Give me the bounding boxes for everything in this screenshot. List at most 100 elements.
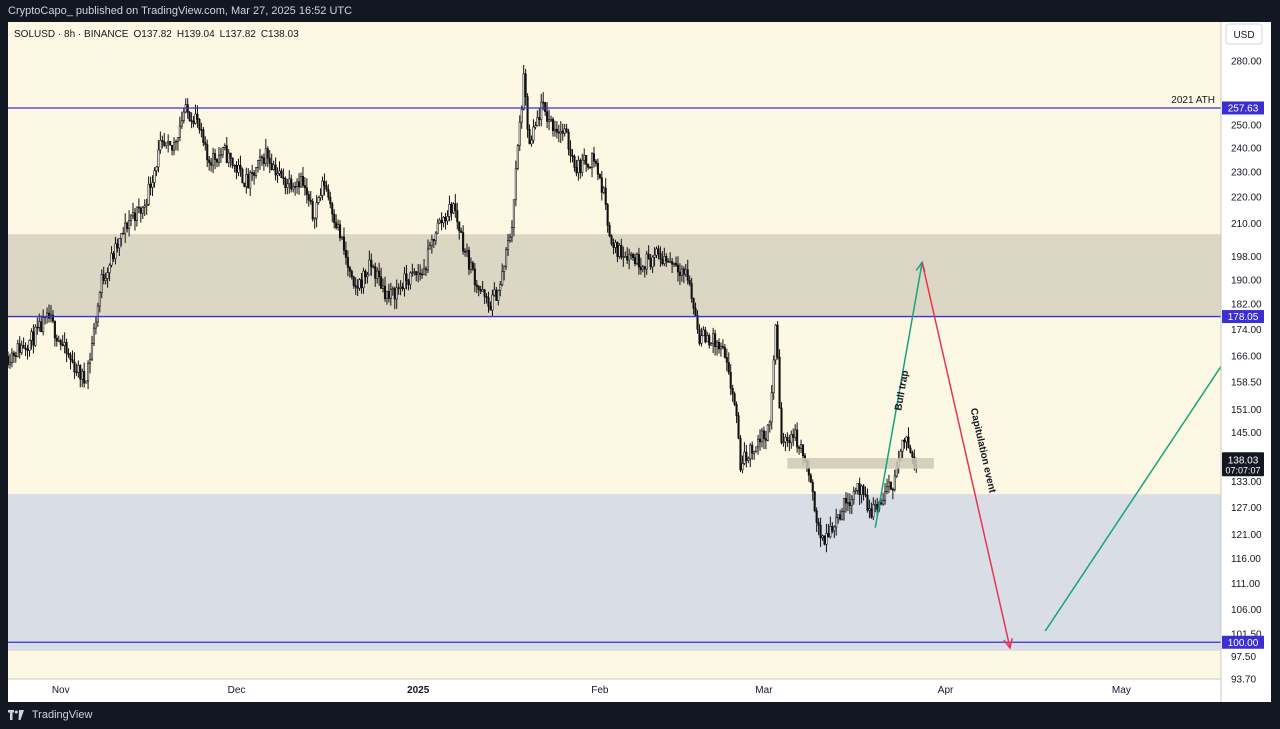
candle (426, 248, 430, 271)
candle (329, 196, 332, 205)
candle (555, 128, 558, 133)
candle (465, 249, 469, 253)
candle (231, 157, 234, 166)
candle (260, 156, 263, 159)
candle (297, 181, 301, 188)
candle (83, 370, 86, 384)
candle (172, 141, 176, 151)
candle (143, 205, 146, 208)
candle (600, 177, 603, 193)
candle (715, 341, 719, 348)
candle (356, 286, 359, 289)
candle (602, 187, 605, 193)
candle (729, 372, 732, 389)
candle (682, 268, 685, 275)
candle (303, 185, 306, 189)
candle (430, 239, 433, 246)
y-tick-label: 93.70 (1231, 675, 1256, 686)
candle (592, 153, 596, 162)
candle (469, 262, 472, 270)
candle (165, 142, 168, 146)
candle (108, 264, 111, 273)
chart-area[interactable]: 2021 ATH Bull trap Capitulation event SOLUS… (6, 22, 1271, 702)
candle (583, 154, 586, 161)
candle (219, 154, 222, 157)
candle (561, 130, 564, 134)
candle (723, 347, 726, 358)
candle (571, 155, 574, 157)
candle (674, 262, 678, 266)
candle (327, 189, 330, 198)
candle (856, 483, 859, 491)
candle (10, 352, 13, 363)
candle (59, 340, 62, 345)
y-tick-label: 166.00 (1231, 352, 1262, 363)
candle (620, 245, 623, 258)
candle (563, 128, 566, 134)
candle (624, 256, 627, 258)
candle (53, 320, 56, 339)
candle (276, 173, 279, 176)
candle (278, 170, 281, 174)
candle (190, 120, 193, 122)
candle (839, 514, 842, 520)
candle (92, 327, 95, 344)
candle (708, 335, 711, 346)
candle (395, 287, 398, 300)
candle (436, 222, 439, 234)
candle (272, 164, 275, 170)
candle (94, 321, 97, 329)
candle (354, 285, 357, 288)
candle (659, 253, 662, 260)
candle (833, 526, 836, 532)
candle (217, 154, 221, 163)
candle (42, 317, 45, 333)
candle (139, 207, 142, 214)
candle (106, 272, 109, 279)
candle (526, 96, 529, 130)
candle (514, 168, 517, 201)
candle (692, 298, 695, 309)
candle (862, 485, 865, 495)
candle (815, 510, 818, 523)
candle (239, 164, 242, 170)
candle (616, 242, 619, 257)
candle (790, 434, 793, 444)
candle (483, 289, 486, 297)
candle (157, 149, 160, 168)
candle (90, 343, 94, 360)
candle (473, 268, 476, 286)
candle (299, 176, 303, 188)
candle (842, 498, 846, 512)
candle (911, 452, 914, 458)
candle (774, 324, 777, 361)
candle (598, 173, 601, 179)
candle (704, 329, 707, 343)
candle (151, 182, 154, 188)
candle (885, 486, 889, 492)
candle (114, 243, 117, 259)
candle (423, 268, 426, 275)
candle (22, 345, 25, 349)
candle (698, 329, 701, 344)
candle (653, 254, 656, 258)
candle (413, 271, 416, 274)
candle (647, 253, 650, 260)
y-tick-label: 111.00 (1231, 579, 1261, 590)
candle (12, 352, 15, 356)
candle (174, 141, 178, 143)
candle (776, 324, 779, 358)
candle (854, 489, 857, 492)
candle (585, 154, 588, 165)
candle (643, 266, 646, 270)
y-tick-label: 240.00 (1231, 143, 1262, 154)
candle (471, 262, 474, 270)
candle (98, 292, 101, 307)
candle (286, 183, 289, 188)
candle (831, 526, 834, 532)
candle (182, 111, 185, 121)
candle (731, 388, 734, 395)
candle (460, 230, 463, 233)
candle (28, 340, 31, 351)
